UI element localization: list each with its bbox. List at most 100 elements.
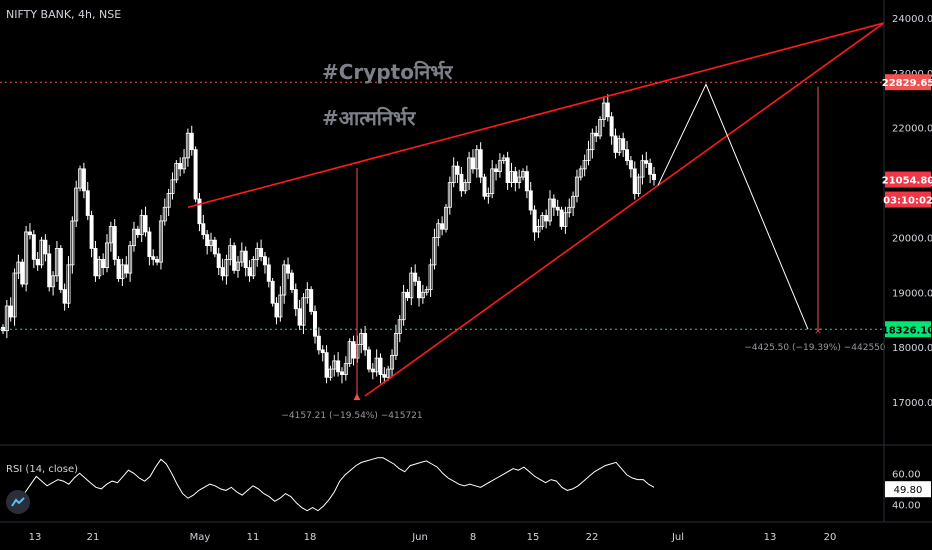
candle-body bbox=[224, 258, 229, 277]
candle-body bbox=[185, 132, 190, 159]
candle-body bbox=[282, 264, 287, 296]
candle-body bbox=[513, 171, 518, 183]
candle-body bbox=[420, 291, 425, 299]
candle-body bbox=[409, 272, 414, 299]
rsi-title[interactable]: RSI (14, close) bbox=[6, 464, 79, 475]
candle-body bbox=[286, 264, 291, 274]
candle-body bbox=[478, 149, 483, 178]
candle-body bbox=[251, 258, 256, 277]
candle-body bbox=[397, 319, 402, 334]
candle-body bbox=[20, 261, 25, 285]
candle-body bbox=[112, 226, 117, 260]
candle-body bbox=[440, 223, 445, 230]
candle-body bbox=[540, 215, 545, 227]
drawing-layer: ▲ × −4157.21 (−19.54%) −415721 −4425.50 (−1… bbox=[0, 22, 886, 421]
candle-body bbox=[574, 176, 579, 197]
candle-body bbox=[609, 116, 614, 137]
candle-body bbox=[494, 168, 499, 173]
time-tick-label: 21 bbox=[87, 532, 100, 543]
candle-body bbox=[343, 363, 348, 375]
candle-body bbox=[509, 171, 514, 183]
price-tick-label: 24000.00 bbox=[892, 14, 932, 25]
candle-body bbox=[625, 149, 630, 162]
candle-body bbox=[524, 171, 529, 192]
time-tick-label: May bbox=[190, 532, 211, 543]
rsi-pane[interactable]: 60.00 40.00 49.80 bbox=[19, 457, 931, 512]
tradingview-logo-icon[interactable] bbox=[6, 490, 30, 514]
candle-body bbox=[289, 272, 294, 290]
candle-body bbox=[632, 168, 637, 194]
candle-series bbox=[0, 94, 657, 384]
time-tick-label: 22 bbox=[586, 532, 599, 543]
candle-body bbox=[339, 371, 344, 375]
upper-trendline bbox=[187, 22, 885, 209]
candle-body bbox=[105, 242, 110, 269]
candle-body bbox=[351, 341, 356, 359]
candle-body bbox=[463, 182, 468, 192]
candle-body bbox=[85, 190, 90, 216]
candle-body bbox=[347, 341, 352, 364]
candle-body bbox=[189, 132, 194, 151]
candle-body bbox=[613, 135, 618, 153]
candle-body bbox=[505, 157, 510, 183]
candle-body bbox=[628, 160, 633, 170]
candle-body bbox=[621, 138, 626, 151]
price-tick-label: 18000.00 bbox=[892, 343, 932, 354]
candle-body bbox=[586, 149, 591, 162]
candle-body bbox=[174, 162, 179, 181]
candle-body bbox=[66, 264, 71, 304]
candle-body bbox=[370, 368, 375, 373]
candle-body bbox=[443, 206, 448, 230]
candle-body bbox=[116, 258, 121, 279]
time-tick-label: Jul bbox=[671, 532, 684, 543]
price-tick-label: 19000.00 bbox=[892, 288, 932, 299]
candle-body bbox=[201, 223, 206, 236]
candle-body bbox=[455, 165, 460, 175]
candle-body bbox=[532, 209, 537, 233]
symbol-title[interactable]: NIFTY BANK, 4h, NSE bbox=[6, 8, 122, 21]
candle-body bbox=[205, 234, 210, 247]
candle-body bbox=[559, 209, 564, 227]
candle-body bbox=[255, 247, 260, 260]
candle-body bbox=[39, 239, 44, 266]
candle-body bbox=[417, 280, 422, 299]
candle-body bbox=[459, 173, 464, 192]
candle-body bbox=[124, 264, 129, 274]
candle-body bbox=[528, 190, 533, 211]
candle-body bbox=[166, 193, 171, 208]
candle-body bbox=[27, 231, 32, 236]
candle-body bbox=[70, 220, 75, 266]
candle-body bbox=[193, 149, 198, 200]
countdown-badge: 03:10:02 bbox=[883, 196, 932, 207]
candle-body bbox=[301, 297, 306, 326]
candle-body bbox=[62, 289, 67, 304]
candle-body bbox=[262, 256, 267, 266]
candle-body bbox=[598, 119, 603, 137]
candle-body bbox=[309, 289, 314, 312]
candle-body bbox=[158, 220, 163, 263]
candle-body bbox=[544, 215, 549, 222]
time-tick-label: 18 bbox=[304, 532, 317, 543]
candle-body bbox=[517, 176, 522, 183]
candle-body bbox=[447, 182, 452, 208]
candle-body bbox=[436, 223, 441, 238]
support-price-badge: 18326.10 bbox=[882, 325, 932, 336]
candle-body bbox=[644, 160, 649, 164]
candle-body bbox=[43, 239, 48, 255]
candle-body bbox=[605, 102, 610, 118]
candle-body bbox=[594, 132, 599, 137]
candle-body bbox=[278, 294, 283, 318]
time-tick-label: 13 bbox=[29, 532, 42, 543]
last-price-badge-bg bbox=[885, 171, 931, 188]
candle-body bbox=[151, 256, 156, 260]
candle-body bbox=[432, 237, 437, 266]
candle-body bbox=[551, 198, 556, 208]
candle-body bbox=[555, 206, 560, 211]
candle-body bbox=[601, 102, 606, 120]
candle-body bbox=[270, 280, 275, 304]
candle-body bbox=[54, 247, 59, 277]
candle-body bbox=[413, 272, 418, 282]
hashtag-aatmanirbhar: #आत्मनिर्भर bbox=[322, 106, 416, 130]
candle-body bbox=[243, 250, 248, 268]
